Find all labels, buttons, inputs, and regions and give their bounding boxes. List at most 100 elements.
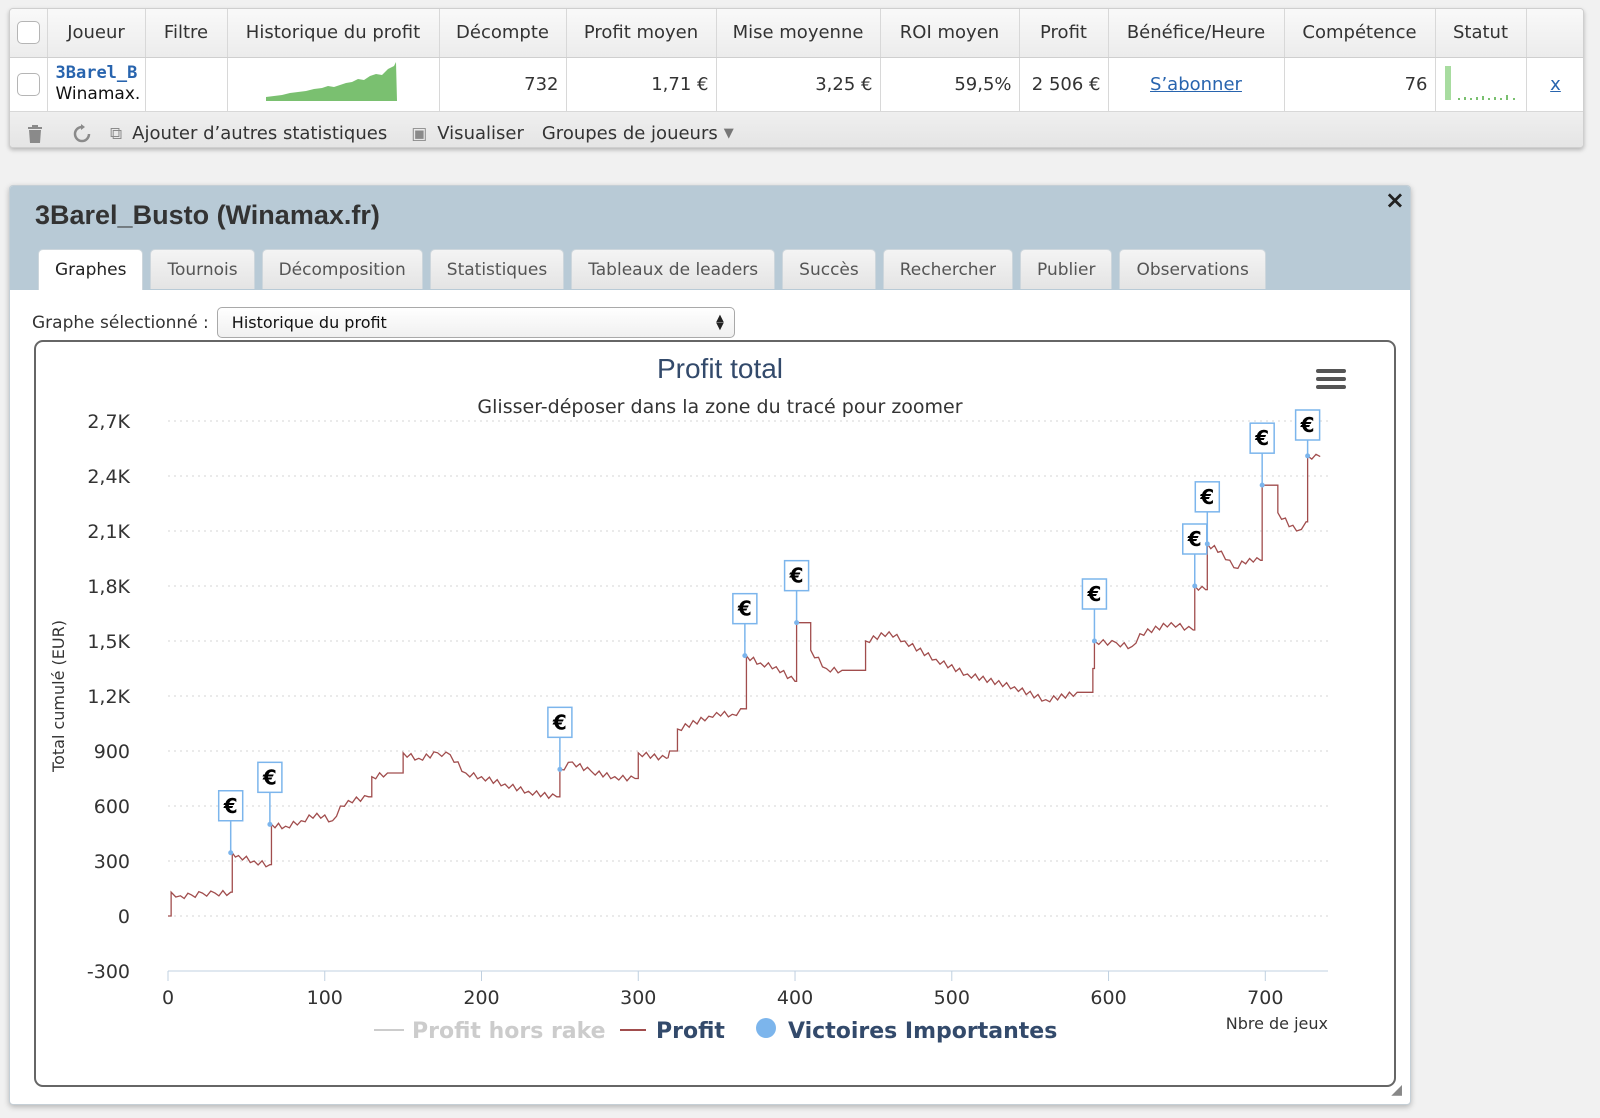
legend-item-profit[interactable]: Profit <box>620 1019 725 1044</box>
column-header-profit-per-hour[interactable]: Bénéfice/Heure <box>1108 9 1285 58</box>
marker-flag <box>783 559 810 592</box>
add-stats-button[interactable]: ⧉ Ajouter d’autres statistiques <box>110 123 387 144</box>
legend: Profit hors rake Profit Victoires Import… <box>374 1018 1057 1044</box>
table-row: 3Barel_B Winamax. 732 1,71 € 3,25 € 59,5… <box>10 57 1583 112</box>
y-tick-label: 2,4K <box>87 466 130 488</box>
tab-succes[interactable]: Succès <box>782 249 876 289</box>
graph-select-label: Graphe sélectionné : <box>32 312 209 333</box>
tab-tableaux-de-leaders[interactable]: Tableaux de leaders <box>571 249 776 289</box>
caret-down-icon: ▼ <box>723 126 734 141</box>
y-axis-ticks: -300 0 300 600 900 1,2K 1,5K 1,8K 2,1K 2,4K 2,7K <box>87 411 131 983</box>
sparkline-area <box>265 61 397 101</box>
profit-history-sparkline[interactable] <box>227 57 440 112</box>
profit-chart[interactable]: Profit total Glisser-déposer dans la zon… <box>36 342 1396 1087</box>
euro-icon: € <box>552 710 567 734</box>
trash-icon <box>28 124 42 143</box>
column-header-profit[interactable]: Profit <box>1019 9 1109 58</box>
y-tick-label: 1,8K <box>87 576 130 598</box>
marker-flag <box>1249 422 1275 454</box>
column-header-filter[interactable]: Filtre <box>145 9 228 58</box>
subscribe-link[interactable]: S’abonner <box>1150 73 1242 95</box>
important-win-marker[interactable]: € <box>1249 422 1275 488</box>
marker-point <box>1204 541 1210 547</box>
column-header-skill[interactable]: Compétence <box>1284 9 1436 58</box>
y-tick-label: 2,7K <box>87 411 130 433</box>
important-win-marker[interactable]: € <box>257 761 283 827</box>
marker-flag <box>1294 409 1321 441</box>
visualize-button[interactable]: ▣ Visualiser <box>411 123 524 144</box>
player-groups-dropdown[interactable]: Groupes de joueurs ▼ <box>542 123 734 144</box>
chart-container[interactable]: Profit total Glisser-déposer dans la zon… <box>34 340 1396 1087</box>
y-tick-label: 1,5K <box>87 631 130 653</box>
series-layer <box>168 453 1321 917</box>
player-groups-label: Groupes de joueurs <box>541 123 718 144</box>
x-tick-label: 400 <box>777 987 813 1009</box>
select-all-header[interactable] <box>10 9 48 58</box>
column-header-count[interactable]: Décompte <box>439 9 567 58</box>
y-tick-label: 2,1K <box>87 521 130 543</box>
select-arrows-icon: ▲ ▼ <box>716 312 724 332</box>
important-win-marker[interactable]: € <box>1194 481 1221 547</box>
select-all-checkbox[interactable] <box>16 21 40 45</box>
player-cell[interactable]: 3Barel_B Winamax. <box>47 57 146 112</box>
important-win-marker[interactable]: € <box>1182 523 1208 589</box>
legend-label-profit: Profit <box>656 1019 725 1044</box>
tab-publier[interactable]: Publier <box>1020 249 1113 289</box>
tab-observations[interactable]: Observations <box>1119 249 1266 289</box>
tab-decomposition[interactable]: Décomposition <box>261 249 423 289</box>
column-header-status[interactable]: Statut <box>1435 9 1527 58</box>
graph-select-dropdown[interactable]: Historique du profit ▲ ▼ <box>216 307 735 338</box>
important-win-marker[interactable]: € <box>1294 409 1321 459</box>
important-win-marker[interactable]: € <box>1081 578 1108 644</box>
column-header-player[interactable]: Joueur <box>47 9 146 58</box>
important-win-marker[interactable]: € <box>732 592 758 659</box>
column-header-avg-profit[interactable]: Profit moyen <box>566 9 717 58</box>
tab-statistiques[interactable]: Statistiques <box>429 249 565 289</box>
tab-tournois[interactable]: Tournois <box>150 249 255 289</box>
y-axis-label: Total cumulé (EUR) <box>49 620 68 773</box>
euro-icon: € <box>1300 413 1315 437</box>
important-win-marker[interactable]: € <box>547 706 573 772</box>
row-checkbox-cell[interactable] <box>10 57 48 112</box>
column-header-avg-roi[interactable]: ROI moyen <box>880 9 1020 58</box>
resize-handle[interactable]: ◢ <box>1391 1082 1402 1098</box>
status-cell <box>1435 57 1527 112</box>
remove-player-link[interactable]: x <box>1550 73 1561 95</box>
marker-layer: € € € € € € € € € € <box>217 409 1321 856</box>
menu-icon[interactable] <box>1316 369 1346 389</box>
important-win-marker[interactable]: € <box>783 559 810 626</box>
euro-icon: € <box>1187 527 1202 551</box>
player-name-link[interactable]: 3Barel_B <box>55 63 138 83</box>
column-header-avg-stake[interactable]: Mise moyenne <box>716 9 881 58</box>
filter-cell <box>145 57 228 112</box>
marker-flag <box>1194 481 1221 513</box>
euro-icon: € <box>1086 582 1101 606</box>
y-tick-label: 900 <box>94 741 130 763</box>
delete-button[interactable] <box>26 124 44 144</box>
x-axis-label: Nbre de jeux <box>1226 1014 1328 1033</box>
marker-flag <box>547 706 573 739</box>
refresh-button[interactable] <box>72 123 92 144</box>
legend-item-victoires[interactable]: Victoires Importantes <box>756 1018 1057 1044</box>
marker-point <box>557 766 563 772</box>
refresh-icon <box>73 123 91 142</box>
marker-flag <box>732 592 758 625</box>
close-icon[interactable]: × <box>1384 186 1405 214</box>
status-bars <box>1444 65 1515 100</box>
x-tick-label: 100 <box>307 987 343 1009</box>
marker-point <box>267 821 273 827</box>
add-window-icon: ⧉ <box>110 123 123 144</box>
marker-flag <box>217 790 244 822</box>
chart-subtitle: Glisser-déposer dans la zone du tracé po… <box>477 396 962 418</box>
profit-value: 2 506 € <box>1019 57 1109 112</box>
legend-item-profit-hors-rake[interactable]: Profit hors rake <box>374 1019 606 1044</box>
skill-value: 76 <box>1284 57 1436 112</box>
tab-rechercher[interactable]: Rechercher <box>882 249 1014 289</box>
euro-icon: € <box>262 765 277 789</box>
player-table-panel: Joueur Filtre Historique du profit Décom… <box>9 8 1584 148</box>
important-win-marker[interactable]: € <box>217 790 244 856</box>
column-header-profit-history[interactable]: Historique du profit <box>227 9 440 58</box>
avg-stake-value: 3,25 € <box>716 57 881 112</box>
tab-graphes[interactable]: Graphes <box>38 249 144 290</box>
row-checkbox[interactable] <box>16 72 40 96</box>
